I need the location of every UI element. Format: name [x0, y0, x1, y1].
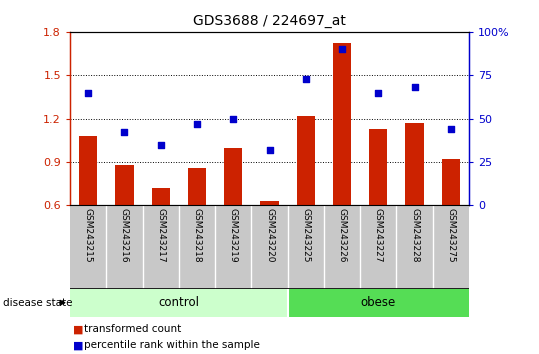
Point [338, 46, 347, 52]
Point [120, 130, 129, 135]
Point [410, 85, 419, 90]
Text: GSM243226: GSM243226 [337, 208, 347, 262]
Text: transformed count: transformed count [84, 324, 181, 334]
Bar [369, 129, 388, 205]
Point [192, 121, 201, 127]
Text: control: control [158, 296, 199, 309]
Bar [188, 168, 206, 205]
Bar [79, 136, 97, 205]
Text: GSM243220: GSM243220 [265, 208, 274, 262]
Text: GSM243219: GSM243219 [229, 208, 238, 262]
Text: ■: ■ [73, 324, 83, 334]
Bar [260, 201, 279, 205]
Bar [296, 116, 315, 205]
Point [84, 90, 93, 95]
Text: GSM243216: GSM243216 [120, 208, 129, 262]
Bar [151, 188, 170, 205]
Text: GSM243225: GSM243225 [301, 208, 310, 262]
Text: GSM243218: GSM243218 [192, 208, 202, 262]
Bar [115, 165, 134, 205]
Text: ■: ■ [73, 340, 83, 350]
Text: GSM243217: GSM243217 [156, 208, 165, 262]
Point [265, 147, 274, 153]
Bar [405, 123, 424, 205]
Title: GDS3688 / 224697_at: GDS3688 / 224697_at [193, 14, 346, 28]
Text: GSM243215: GSM243215 [84, 208, 93, 262]
Bar [442, 159, 460, 205]
Point [156, 142, 165, 147]
Text: percentile rank within the sample: percentile rank within the sample [84, 340, 259, 350]
Text: disease state: disease state [3, 298, 72, 308]
Bar [70, 289, 288, 317]
Bar [224, 148, 243, 205]
Text: GSM243228: GSM243228 [410, 208, 419, 262]
Point [446, 126, 455, 132]
Point [229, 116, 238, 121]
Text: GSM243227: GSM243227 [374, 208, 383, 262]
Text: obese: obese [361, 296, 396, 309]
Text: GSM243275: GSM243275 [446, 208, 455, 262]
Point [301, 76, 310, 81]
Bar [288, 289, 469, 317]
Bar [333, 44, 351, 205]
Point [374, 90, 383, 95]
